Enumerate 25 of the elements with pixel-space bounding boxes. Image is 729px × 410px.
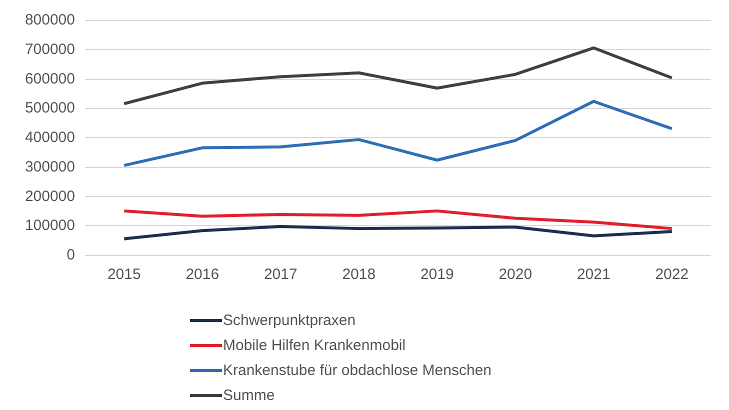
legend-label: Krankenstube für obdachlose Menschen <box>223 362 492 379</box>
x-tick-label: 2019 <box>420 266 454 283</box>
x-tick-label: 2020 <box>498 266 532 283</box>
legend-label: Summe <box>223 387 275 404</box>
y-tick-label: 700000 <box>24 40 75 58</box>
line-series <box>122 225 674 240</box>
x-tick-label: 2022 <box>655 266 689 283</box>
x-tick-label: 2021 <box>576 266 610 283</box>
y-tick-label: 200000 <box>24 188 75 205</box>
x-tick-label: 2017 <box>264 266 298 283</box>
y-tick-label: 600000 <box>24 70 75 88</box>
y-tick-label: 800000 <box>24 12 75 28</box>
y-tick-label: 100000 <box>24 217 75 234</box>
line-series <box>122 46 674 106</box>
legend-label: Schwerpunktpraxen <box>223 312 356 329</box>
y-tick-label: 0 <box>66 246 75 264</box>
x-tick-label: 2015 <box>107 266 141 283</box>
line-series <box>122 100 674 167</box>
y-tick-label: 400000 <box>24 129 75 146</box>
x-tick-label: 2016 <box>186 266 220 283</box>
legend-label: Mobile Hilfen Krankenmobil <box>223 337 406 354</box>
x-tick-label: 2018 <box>342 266 376 283</box>
y-tick-label: 500000 <box>24 100 75 117</box>
y-tick-label: 300000 <box>24 158 75 176</box>
line-series <box>122 209 674 230</box>
